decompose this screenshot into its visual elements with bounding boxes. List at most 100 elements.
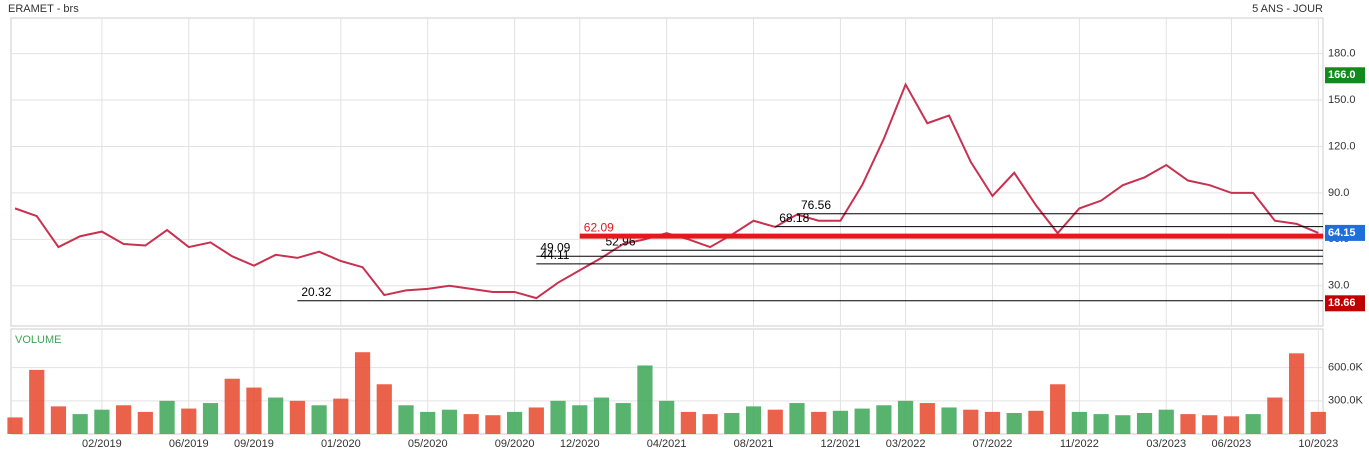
volume-bar [876, 405, 892, 434]
volume-bar [659, 400, 675, 434]
volume-bar [1223, 416, 1240, 434]
price-badge [1325, 67, 1365, 84]
x-tick-label: 05/2020 [408, 438, 448, 450]
volume-bar [789, 403, 805, 434]
volume-bar [29, 369, 45, 434]
price-badge-label: 64.15 [1328, 227, 1356, 239]
x-tick-label: 02/2019 [82, 438, 122, 450]
volume-bar [289, 400, 305, 434]
volume-bar [572, 405, 588, 434]
support-label: 20.32 [301, 285, 331, 299]
x-tick-label: 01/2020 [321, 438, 361, 450]
volume-bar [202, 403, 219, 434]
y-tick-label: 300.0K [1328, 395, 1364, 407]
chart-title: ERAMET - brs [8, 3, 79, 15]
x-tick-label: 09/2019 [234, 438, 274, 450]
price-badge [1325, 224, 1365, 241]
volume-bar [1310, 411, 1326, 434]
volume-bar [897, 400, 914, 434]
volume-bar [1050, 384, 1066, 434]
volume-bar [1028, 410, 1044, 434]
volume-bar [72, 414, 88, 434]
price-badge-label: 166.0 [1328, 69, 1356, 81]
price-badge-label: 18.66 [1328, 297, 1356, 309]
volume-bar [854, 408, 870, 434]
volume-bar [919, 403, 935, 434]
volume-bar [224, 378, 240, 434]
support-label: 49.09 [540, 240, 570, 254]
y-tick-label: 120.0 [1328, 140, 1356, 152]
volume-bar [398, 405, 414, 434]
x-tick-label: 04/2021 [647, 438, 687, 450]
x-tick-label: 10/2023 [1298, 438, 1338, 450]
x-tick-label: 06/2023 [1212, 438, 1252, 450]
chart-subtitle: 5 ANS - JOUR [1252, 3, 1323, 15]
x-tick-label: 03/2022 [886, 438, 926, 450]
volume-bar [702, 414, 718, 434]
volume-bar [376, 384, 392, 434]
volume-bar [767, 409, 783, 434]
volume-bar [637, 365, 653, 434]
x-tick-label: 07/2022 [973, 438, 1013, 450]
volume-bar [268, 397, 284, 434]
volume-bar [811, 411, 827, 434]
volume-bar [50, 406, 67, 434]
volume-bar [420, 411, 436, 434]
volume-bar [745, 406, 762, 434]
volume-bar [680, 411, 696, 434]
volume-bar [181, 408, 197, 434]
y-tick-label: 150.0 [1328, 94, 1356, 106]
price-badge [1325, 295, 1365, 312]
price-line [14, 82, 1319, 300]
volume-bar [7, 417, 23, 434]
volume-bar [246, 387, 262, 434]
volume-bar [485, 415, 501, 434]
volume-bar [832, 410, 849, 434]
volume-bar [1006, 413, 1022, 434]
support-label: 68.18 [779, 211, 809, 225]
y-tick-label: 180.0 [1328, 48, 1356, 60]
support-label: 76.56 [801, 198, 831, 212]
support-label: 62.09 [584, 220, 614, 234]
volume-bar [94, 409, 110, 434]
volume-bar [1158, 409, 1174, 434]
volume-bar [724, 413, 740, 434]
volume-bar [1288, 353, 1305, 434]
x-tick-label: 11/2022 [1060, 438, 1099, 450]
volume-bar [941, 407, 957, 434]
volume-bar [1267, 397, 1283, 434]
volume-bar [137, 411, 153, 434]
support-label: 44.11 [540, 248, 569, 262]
volume-bar [463, 414, 479, 434]
volume-bar [1115, 415, 1131, 434]
volume-bar [1071, 411, 1087, 434]
volume-title: VOLUME [15, 334, 61, 346]
x-tick-label: 08/2021 [734, 438, 774, 450]
volume-bar [1093, 414, 1109, 434]
x-tick-label: 03/2023 [1146, 438, 1186, 450]
y-tick-label: 600.0K [1328, 362, 1364, 374]
x-tick-label: 09/2020 [495, 438, 535, 450]
volume-bar [615, 403, 631, 434]
x-tick-label: 06/2019 [169, 438, 209, 450]
volume-bar [1202, 415, 1218, 434]
volume-bar [1180, 414, 1196, 434]
volume-bar [593, 397, 610, 434]
volume-bar [311, 405, 327, 434]
volume-bar [333, 398, 349, 434]
volume-bar [507, 411, 523, 434]
x-tick-label: 12/2020 [560, 438, 600, 450]
volume-bar [354, 352, 371, 434]
volume-bar [159, 400, 175, 434]
y-tick-label: 30.0 [1328, 280, 1349, 292]
volume-bar [116, 405, 132, 434]
volume-bar [963, 409, 979, 434]
volume-bar [528, 407, 544, 434]
volume-bar [441, 409, 458, 434]
x-tick-label: 12/2021 [821, 438, 861, 450]
volume-bar [1136, 413, 1153, 434]
y-tick-label: 90.0 [1328, 187, 1349, 199]
volume-bar [550, 400, 566, 434]
volume-bar [1245, 414, 1261, 434]
